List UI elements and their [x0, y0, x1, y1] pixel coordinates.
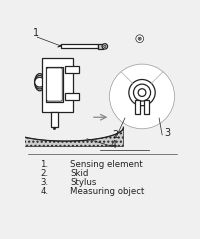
Bar — [51, 112, 58, 127]
Text: 4.: 4. — [40, 187, 48, 196]
Text: 3.: 3. — [40, 178, 48, 187]
Text: 2.: 2. — [40, 169, 48, 178]
Text: Skid: Skid — [70, 169, 88, 178]
Bar — [61, 44, 98, 48]
Polygon shape — [7, 127, 123, 147]
Bar — [65, 66, 79, 73]
Circle shape — [104, 45, 106, 48]
Ellipse shape — [35, 76, 45, 89]
Bar — [98, 44, 103, 49]
Polygon shape — [58, 45, 61, 47]
Text: Sensing element: Sensing element — [70, 160, 143, 168]
Text: Measuring object: Measuring object — [70, 187, 144, 196]
Circle shape — [102, 44, 108, 49]
Ellipse shape — [35, 77, 45, 87]
Circle shape — [138, 89, 146, 97]
Circle shape — [136, 35, 144, 43]
Text: 1: 1 — [33, 28, 39, 38]
Bar — [46, 67, 63, 102]
Circle shape — [129, 80, 155, 106]
Circle shape — [134, 84, 151, 101]
Bar — [135, 100, 140, 114]
Text: Stylus: Stylus — [70, 178, 96, 187]
Text: 3: 3 — [164, 129, 171, 138]
Circle shape — [138, 37, 141, 40]
FancyBboxPatch shape — [47, 68, 62, 101]
Circle shape — [139, 38, 140, 39]
Circle shape — [109, 64, 175, 129]
Text: 2: 2 — [113, 130, 119, 140]
Circle shape — [53, 127, 56, 130]
Bar — [144, 100, 149, 114]
Bar — [65, 93, 79, 100]
Ellipse shape — [35, 74, 45, 91]
Text: 1.: 1. — [40, 160, 48, 168]
Bar — [42, 58, 73, 112]
Text: 4: 4 — [110, 140, 116, 150]
